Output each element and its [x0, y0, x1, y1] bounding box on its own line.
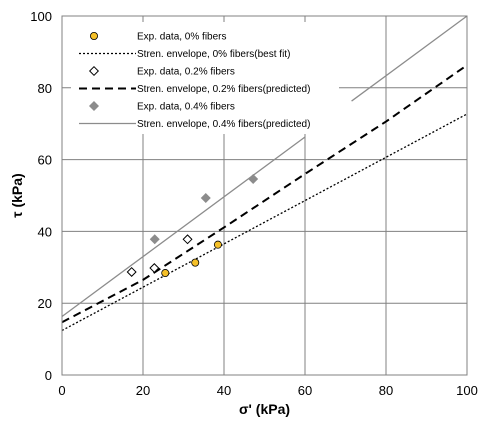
x-tick-label: 60 — [298, 383, 312, 398]
data-point-series-3 — [182, 234, 193, 245]
data-point-series-1 — [191, 258, 200, 267]
legend-marker-swatch — [88, 100, 100, 112]
tick-labels: 0 20 40 60 80 100 0 20 40 60 80 100 — [30, 9, 478, 398]
data-point-series-3 — [126, 266, 137, 277]
x-tick-label: 40 — [217, 383, 231, 398]
x-axis-title: σ' (kPa) — [239, 401, 290, 417]
legend-marker-swatch — [88, 65, 100, 77]
y-tick-label: 100 — [30, 9, 52, 24]
series-line-6 — [351, 15, 468, 102]
x-tick-label: 100 — [456, 383, 478, 398]
legend-label: Stren. envelope, 0.2% fibers(predicted) — [137, 84, 310, 95]
x-tick-label: 0 — [58, 383, 65, 398]
legend-background — [71, 22, 339, 134]
legend: Exp. data, 0% fibers Stren. envelope, 0% … — [71, 22, 339, 134]
data-point-series-1 — [213, 240, 222, 249]
legend-marker-swatch — [90, 32, 99, 41]
data-point-series-5 — [200, 193, 211, 204]
series-lines — [61, 15, 468, 332]
y-axis-title: τ (kPa) — [9, 173, 25, 217]
series-line-6 — [61, 136, 306, 318]
legend-label: Stren. envelope, 0.4% fibers(predicted) — [137, 119, 310, 130]
plot-border — [61, 15, 468, 376]
y-tick-label: 80 — [38, 81, 52, 96]
series-points — [126, 173, 259, 278]
legend-label: Exp. data, 0.2% fibers — [137, 67, 235, 78]
x-tick-label: 20 — [136, 383, 150, 398]
y-tick-label: 20 — [38, 296, 52, 311]
data-point-series-5 — [248, 173, 259, 184]
series-line-4 — [61, 64, 468, 324]
legend-label: Exp. data, 0% fibers — [137, 32, 227, 43]
data-point-series-3 — [149, 263, 160, 274]
y-tick-label: 0 — [45, 368, 52, 383]
x-tick-label: 80 — [379, 383, 393, 398]
series-line-2 — [61, 113, 468, 332]
y-tick-label: 60 — [38, 153, 52, 168]
data-point-series-5 — [149, 234, 160, 245]
legend-label: Stren. envelope, 0% fibers(best fit) — [137, 49, 290, 60]
data-point-series-1 — [161, 269, 170, 278]
legend-label: Exp. data, 0.4% fibers — [137, 102, 235, 113]
y-tick-label: 40 — [38, 224, 52, 239]
